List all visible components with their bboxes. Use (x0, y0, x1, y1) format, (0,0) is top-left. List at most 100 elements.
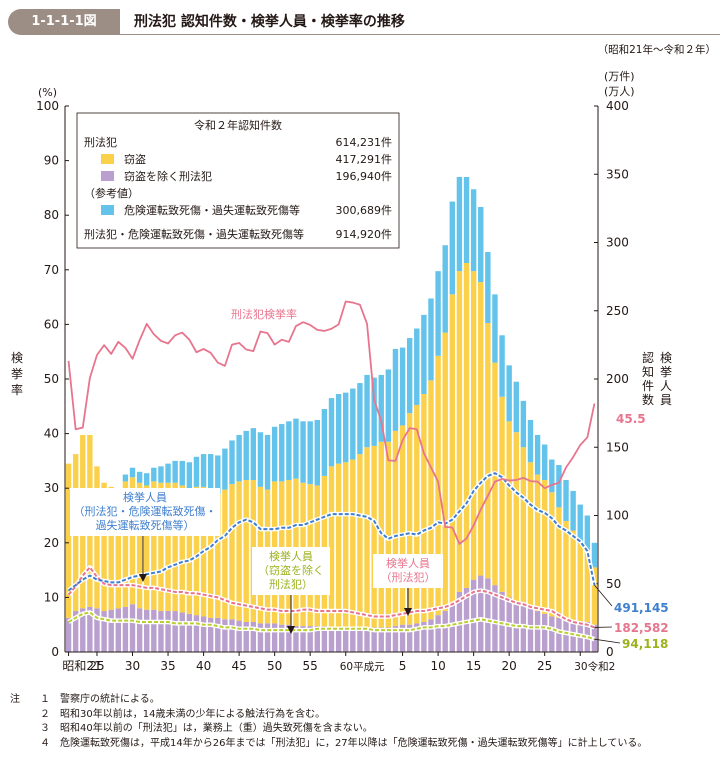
bar-segment (122, 481, 129, 607)
bar-segment (385, 369, 392, 442)
bar-segment (570, 490, 576, 531)
bar-segment (563, 520, 569, 620)
bar-segment (172, 460, 178, 483)
left-axis-title: 検挙率 (11, 351, 23, 397)
bar-segment (65, 617, 72, 653)
bar-segment (371, 377, 377, 446)
bar-segment (165, 463, 171, 483)
bar-segment (570, 530, 576, 621)
left-axis-tick-label: 0 (51, 645, 59, 659)
notes: 注 １ 警察庁の統計による。 ２ 昭和30年以前は，14歳未満の少年による触法行… (10, 693, 647, 751)
note-number: １ (40, 694, 50, 705)
bar-segment (478, 282, 484, 576)
bar-segment (414, 328, 420, 405)
bar-segment (470, 579, 477, 652)
arrested-excl-theft-line (67, 566, 595, 629)
arrest-rate-end-label: 45.5 (616, 412, 646, 426)
bar-segment (179, 612, 185, 652)
figure-title: 刑法犯 認知件数・検挙人員・検挙率の推移 (134, 14, 405, 30)
note-text: 警察庁の統計による。 (60, 694, 160, 705)
bar-segment (200, 616, 207, 652)
bar-segment (414, 404, 420, 624)
bar-segment (357, 454, 363, 629)
bar-segment (115, 492, 121, 609)
arrested-total-callout-text: （刑法犯・危険運転致死傷・ (74, 504, 217, 518)
legend-value: 914,920件 (336, 228, 393, 241)
x-axis-tick-label: 5 (399, 659, 407, 673)
bar-segment (577, 542, 583, 622)
bar-segment (165, 611, 171, 652)
bar-segment (421, 394, 427, 622)
bar-segment (492, 294, 498, 363)
left-axis-tick-label: 30 (44, 481, 59, 495)
right-axis-tick-label: 200 (606, 372, 629, 386)
left-axis-tick-label: 90 (44, 154, 59, 168)
bar-segment (591, 567, 598, 625)
bar-segment (236, 434, 242, 482)
note-text: 昭和40年以前の「刑法犯」は，業務上（重）過失致死傷を含まない。 (60, 723, 373, 734)
bar-segment (527, 419, 534, 463)
bar-segment (271, 426, 278, 482)
bar-segment (136, 608, 143, 652)
x-axis-tick-label: 50 (267, 659, 282, 673)
bar-segment (314, 626, 320, 652)
bar-segment (463, 262, 470, 588)
bar-segment (392, 626, 399, 652)
bar-segment (406, 413, 413, 625)
note-tag (10, 737, 26, 752)
left-axis-unit: (%) (38, 86, 57, 99)
bar-segment (378, 374, 384, 442)
right-axis-tick-label: 100 (606, 509, 629, 523)
left-axis-tick-label: 100 (36, 99, 59, 113)
bar-segment (279, 424, 285, 482)
arrest-rate-label: 刑法犯検挙率 (231, 307, 297, 321)
bar-segment (520, 605, 527, 652)
legend-value: 614,231件 (336, 136, 393, 149)
bar-segment (350, 627, 356, 652)
arrested-excl-theft-arrowhead (287, 626, 295, 634)
bar-segment (243, 621, 249, 652)
bar-segment (328, 466, 335, 628)
right-axis-unit: (万件) (604, 70, 635, 83)
bar-segment (378, 627, 384, 652)
x-axis-tick-label: 昭和21 (62, 659, 101, 673)
bar-segment (215, 617, 221, 653)
bar-segment (357, 383, 363, 455)
bar-segment (207, 617, 214, 653)
legend-swatch (101, 154, 114, 164)
bar-segment (122, 474, 129, 482)
bar-segment (385, 627, 392, 652)
bar-segment (307, 421, 313, 485)
x-axis-tick-label: 30令和2 (574, 660, 615, 673)
bar-segment (279, 624, 285, 652)
bar-segment (328, 398, 335, 467)
bar-segment (485, 323, 491, 579)
note-number: ２ (40, 708, 50, 720)
bar-segment (421, 621, 427, 652)
bar-segment (307, 626, 313, 652)
bar-segment (136, 471, 143, 483)
bar-segment (364, 627, 370, 652)
bar-segment (129, 467, 136, 478)
bar-segment (520, 447, 527, 606)
bar-segment (371, 445, 377, 628)
bar-segment (392, 348, 399, 431)
series-line-halo (67, 470, 597, 593)
bar-segment (264, 434, 271, 490)
bar-segment (506, 365, 512, 422)
bar-segment (584, 515, 591, 550)
bar-segment (87, 606, 93, 652)
bar-segment (314, 419, 320, 486)
bar-segment (293, 626, 299, 652)
bar-segment (449, 201, 456, 295)
arrested-penal-callout-text: （刑法犯） (381, 570, 436, 584)
bar-segment (144, 473, 150, 486)
bar-segment (435, 615, 441, 652)
bar-segment (499, 396, 505, 592)
arrested-total-callout-text: 検挙人員 (123, 490, 167, 504)
x-axis-tick-label: 15 (466, 659, 481, 673)
bar-segment (534, 474, 541, 612)
bar-segment (300, 626, 306, 652)
bar-segment (286, 624, 292, 652)
bar-segment (470, 189, 477, 272)
